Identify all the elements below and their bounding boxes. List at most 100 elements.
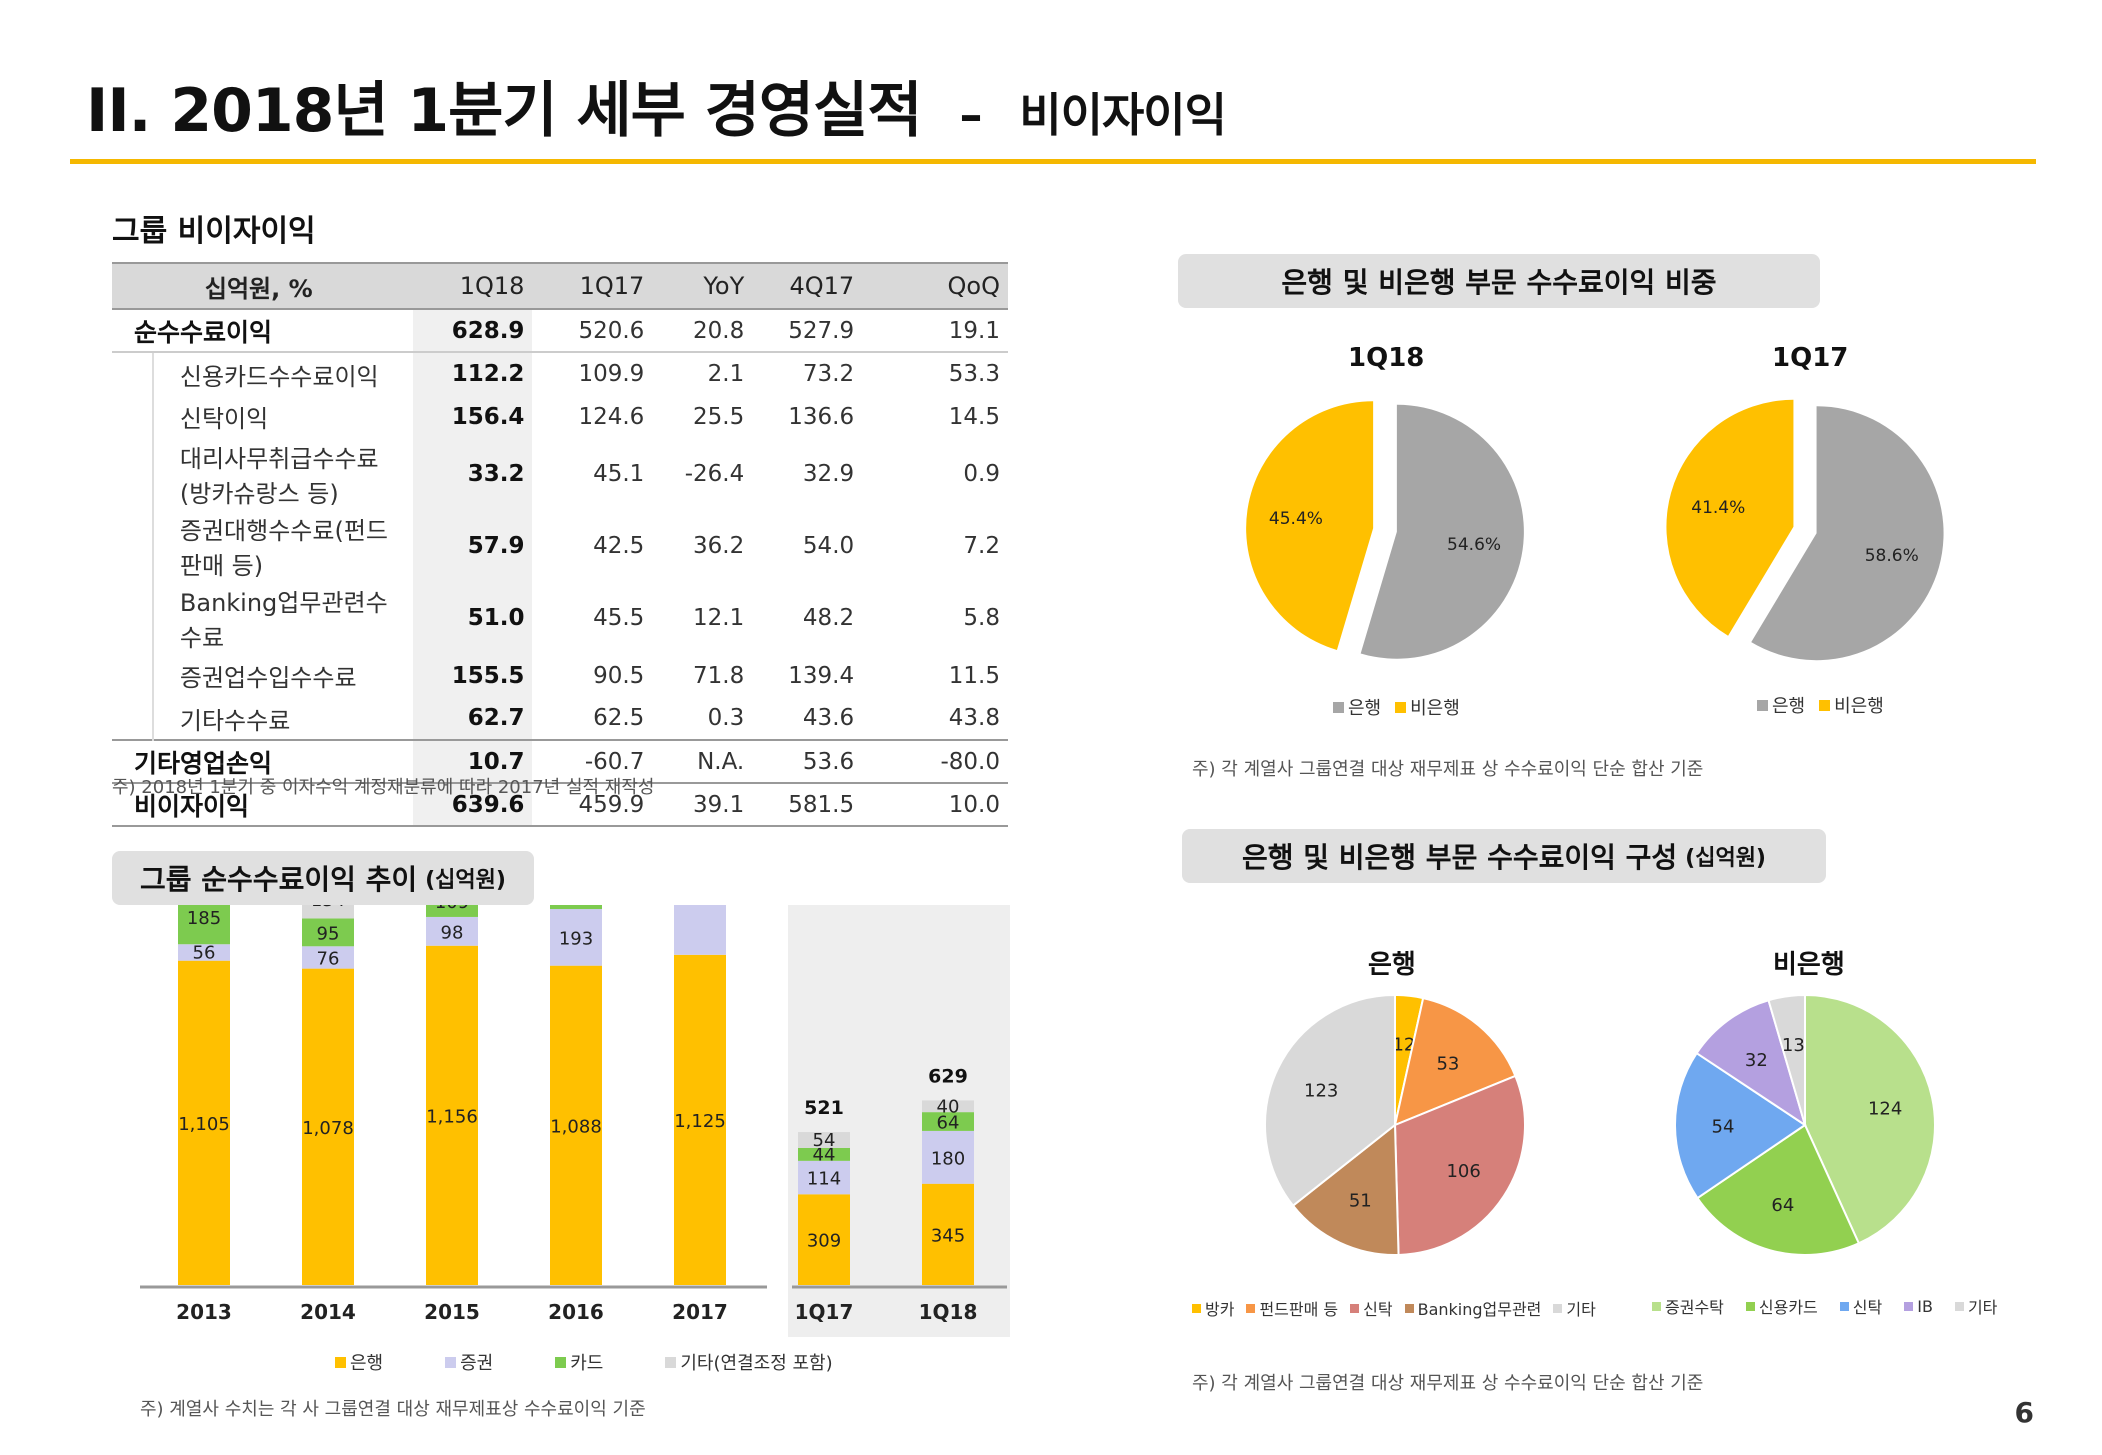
x-tick-label: 2017 xyxy=(672,1300,728,1324)
pie-slice xyxy=(1291,1122,1400,1256)
share-note: 주) 각 계열사 그룹연결 대상 재무제표 상 수수료이익 단순 합산 기준 xyxy=(1192,759,1704,780)
row-sublabel-line: 신용카드수수료이익 xyxy=(179,362,379,391)
row-value: 7.2 xyxy=(963,533,1000,559)
row-sublabel-line: 대리사무취급수수료 xyxy=(179,445,379,473)
bar-segment xyxy=(178,905,230,945)
bar-value-label: 56 xyxy=(193,942,216,963)
row-value: 5.8 xyxy=(963,605,1000,631)
row-sublabel-line: 신탁이익 xyxy=(179,405,269,433)
row-value: 0.3 xyxy=(707,705,745,731)
row-value: 10.0 xyxy=(862,782,1008,827)
legend-item: 증권수탁 xyxy=(1652,1294,1724,1318)
legend-swatch xyxy=(1553,1303,1563,1313)
table-header: 1Q18 xyxy=(412,262,533,310)
bar-section-unit: (십억원) xyxy=(425,868,506,893)
table-row: 비이자이익 639.6 459.9 39.1 581.5 10.0 xyxy=(112,782,1008,827)
bar-value-label: 185 xyxy=(187,908,221,929)
legend-label: 신용카드 xyxy=(1758,1298,1818,1317)
share-pie-1q17: 58.6% 41.4% xyxy=(1666,399,1944,661)
share-section-title: 은행 및 비은행 부문 수수료이익 비중 xyxy=(1178,254,1820,308)
legend-label: 기타 xyxy=(1967,1298,1998,1317)
pie-label: 124 xyxy=(1868,1099,1902,1120)
bar-value-label: 109 xyxy=(435,905,469,913)
pie-label: 51 xyxy=(1349,1190,1372,1211)
row-indent xyxy=(112,697,153,740)
table-row: 순수수료이익 628.9 520.6 20.8 527.9 19.1 xyxy=(112,309,1008,353)
bar-legend: 은행 증권 카드 기타(연결조정 포함) xyxy=(335,1349,833,1375)
table-row: Banking업무관련수수료 51.0 45.5 12.1 48.2 5.8 xyxy=(112,582,1008,654)
row-label: 비이자이익 xyxy=(112,782,413,827)
bar-value-label: 98 xyxy=(441,922,464,943)
row-value: 112.2 xyxy=(412,352,533,395)
bar-value-label: 134 xyxy=(311,905,345,911)
title-main: II. 2018년 1분기 세부 경영실적 xyxy=(86,76,923,146)
pie-slice xyxy=(1666,399,1794,636)
row-value: 53.6 xyxy=(752,739,863,783)
legend-item: 기타 xyxy=(1553,1296,1596,1320)
bar-total-label: 629 xyxy=(928,1065,968,1087)
legend-swatch xyxy=(1745,1301,1755,1311)
legend-item: Banking업무관련 xyxy=(1404,1296,1541,1320)
row-value: 54.0 xyxy=(802,533,855,559)
bar-value-label: 1,078 xyxy=(302,1118,354,1139)
composition-pie-nonbank: 124 64 54 32 13 xyxy=(1674,993,1936,1256)
row-value: 42.5 xyxy=(593,533,645,559)
legend-swatch xyxy=(1757,699,1768,711)
x-tick-label: 2015 xyxy=(424,1300,480,1324)
pie-slice xyxy=(1751,406,1944,661)
legend-item: 펀드판매 등 xyxy=(1246,1296,1338,1320)
legend-swatch xyxy=(335,1356,346,1368)
pie-slice xyxy=(1767,993,1806,1126)
bar-value-label: 345 xyxy=(931,1225,965,1246)
bar-segment xyxy=(178,960,230,1285)
pie-label: 13 xyxy=(1782,1035,1805,1056)
x-tick-label: 2016 xyxy=(548,1300,604,1324)
row-value: 36.2 xyxy=(693,533,745,559)
pie-label: 106 xyxy=(1446,1161,1480,1182)
row-value: 136.6 xyxy=(788,403,855,430)
row-value: 62.5 xyxy=(593,705,645,731)
row-value: 25.5 xyxy=(693,403,745,430)
row-value: 62.7 xyxy=(412,697,533,740)
row-sublabel: Banking업무관련수수료 xyxy=(151,582,413,654)
bar-segment xyxy=(550,909,602,966)
table-row: 기타영업손익 10.7 -60.7 N.A. 53.6 -80.0 xyxy=(112,739,1008,783)
legend-label: 증권수탁 xyxy=(1665,1298,1724,1317)
legend-swatch xyxy=(1839,1301,1849,1311)
title-underline xyxy=(70,159,2036,164)
row-sublabel: 대리사무취급수수료 (방카슈랑스 등) xyxy=(151,438,413,510)
table-row: 증권업수입수수료 155.5 90.5 71.8 139.4 11.5 xyxy=(112,654,1008,697)
row-value: 12.1 xyxy=(693,605,745,631)
pie-slice xyxy=(1360,404,1524,659)
table-header: 4Q17 xyxy=(752,262,863,310)
page-title: II. 2018년 1분기 세부 경영실적 – 비이자이익 xyxy=(86,62,1227,149)
pie-slice xyxy=(1264,993,1396,1208)
row-value: 155.5 xyxy=(412,654,533,697)
pie-label: 123 xyxy=(1304,1080,1338,1101)
legend-item-securities: 증권 xyxy=(445,1349,493,1375)
table-header-unit: 십억원, % xyxy=(112,262,413,310)
bar-segment xyxy=(674,954,726,1285)
composition-section-unit: (십억원) xyxy=(1685,846,1766,871)
pie-label: 41.4% xyxy=(1691,498,1745,518)
bar-segment xyxy=(302,946,354,969)
row-sublabel: 기타수수료 xyxy=(151,697,413,740)
page-number: 6 xyxy=(2014,1396,2034,1429)
bar-segment xyxy=(922,1130,974,1184)
bar-value-label: 40 xyxy=(937,1096,960,1117)
pie-label: 32 xyxy=(1745,1050,1768,1071)
table-row: 신용카드수수료이익 112.2 109.9 2.1 73.2 53.3 xyxy=(112,352,1008,395)
row-label: 순수수료이익 xyxy=(112,309,413,353)
pie-slice xyxy=(1246,401,1374,651)
row-value: 11.5 xyxy=(948,662,1000,689)
row-value: 53.3 xyxy=(948,361,1000,387)
x-tick-label: 1Q18 xyxy=(919,1300,978,1324)
row-sublabel: 증권대행수수료(펀드판매 등) xyxy=(151,510,413,582)
pie-slice xyxy=(1804,993,1936,1245)
bar-segment xyxy=(302,918,354,947)
row-label: 기타영업손익 xyxy=(112,739,413,783)
legend-item: 방카 xyxy=(1192,1296,1234,1320)
pie-title-nonbank: 비은행 xyxy=(1773,950,1845,980)
bar-section-title-text: 그룹 순수수료이익 추이 xyxy=(140,863,418,896)
row-value: 20.8 xyxy=(652,309,753,353)
